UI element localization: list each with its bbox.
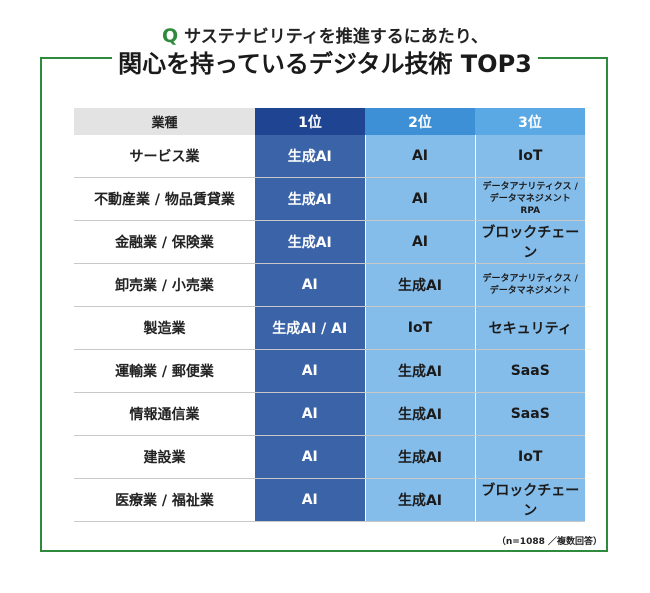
chart-title: 関心を持っているデジタル技術 TOP3 [118,50,532,78]
rank-3-line: データマネジメント [489,194,571,204]
header-rank-3: 3位 [475,108,585,135]
rank-1-cell: 生成AI [255,177,365,221]
industry-cell: 情報通信業 [74,392,255,436]
table-body: サービス業 生成AI AI IoT 不動産業 / 物品賃貸業 生成AI AI データアナリティ… [74,135,585,522]
rank-1-cell: AI [255,435,365,479]
rank-3-cell: データアナリティクス / データマネジメント [474,263,585,307]
question-line: Q サステナビリティを推進するにあたり、 [0,22,650,47]
table-header-row: 業種 1位 2位 3位 [74,108,585,135]
rank-3-line: RPA [520,206,541,216]
industry-cell: 医療業 / 福祉業 [74,478,255,522]
rank-2-cell: AI [364,177,475,221]
rank-3-cell: IoT [474,435,585,479]
rank-3-cell: データアナリティクス / データマネジメント RPA [474,177,585,221]
rank-1-cell: AI [255,263,365,307]
footnote: （n=1088 ／複数回答） [496,537,602,547]
table-row: 製造業 生成AI / AI IoT セキュリティ [74,306,585,350]
table-row: 建設業 AI 生成AI IoT [74,435,585,479]
rank-3-line: データアナリティクス / [482,182,578,192]
header-rank-1: 1位 [255,108,365,135]
rank-3-cell: SaaS [474,392,585,436]
rank-3-cell: IoT [474,135,585,178]
rank-3-cell: SaaS [474,349,585,393]
title-wrap: 関心を持っているデジタル技術 TOP3 [112,50,538,80]
q-mark: Q [161,25,179,47]
rank-2-cell: AI [364,135,475,178]
rank-2-cell: 生成AI [364,349,475,393]
industry-cell: サービス業 [74,135,255,178]
industry-cell: 運輸業 / 郵便業 [74,349,255,393]
table-row: 情報通信業 AI 生成AI SaaS [74,392,585,436]
industry-cell: 不動産業 / 物品賃貸業 [74,177,255,221]
rank-2-cell: 生成AI [364,263,475,307]
rank-2-cell: IoT [364,306,475,350]
rank-3-line: データアナリティクス / [482,274,578,284]
ranking-table: 業種 1位 2位 3位 サービス業 生成AI AI IoT 不動産業 / 物品賃貸業 生成… [74,108,585,522]
rank-3-line: データマネジメント [489,286,571,296]
rank-2-cell: AI [364,220,475,264]
rank-3-cell: セキュリティ [474,306,585,350]
rank-2-cell: 生成AI [364,392,475,436]
table-row: サービス業 生成AI AI IoT [74,135,585,178]
table-row: 不動産業 / 物品賃貸業 生成AI AI データアナリティクス / データマネジメント R… [74,177,585,221]
table-row: 金融業 / 保険業 生成AI AI ブロックチェーン [74,220,585,264]
rank-1-cell: AI [255,478,365,522]
rank-2-cell: 生成AI [364,478,475,522]
rank-1-cell: 生成AI / AI [255,306,365,350]
rank-2-cell: 生成AI [364,435,475,479]
header-rank-2: 2位 [365,108,475,135]
rank-1-cell: 生成AI [255,220,365,264]
table-row: 卸売業 / 小売業 AI 生成AI データアナリティクス / データマネジメント [74,263,585,307]
industry-cell: 建設業 [74,435,255,479]
rank-1-cell: AI [255,392,365,436]
table-row: 運輸業 / 郵便業 AI 生成AI SaaS [74,349,585,393]
header-industry: 業種 [74,108,255,135]
rank-3-cell: ブロックチェーン [474,478,585,522]
industry-cell: 製造業 [74,306,255,350]
industry-cell: 金融業 / 保険業 [74,220,255,264]
question-text: サステナビリティを推進するにあたり、 [184,27,489,47]
rank-1-cell: 生成AI [255,135,365,178]
industry-cell: 卸売業 / 小売業 [74,263,255,307]
table-row: 医療業 / 福祉業 AI 生成AI ブロックチェーン [74,478,585,522]
rank-3-cell: ブロックチェーン [474,220,585,264]
rank-1-cell: AI [255,349,365,393]
